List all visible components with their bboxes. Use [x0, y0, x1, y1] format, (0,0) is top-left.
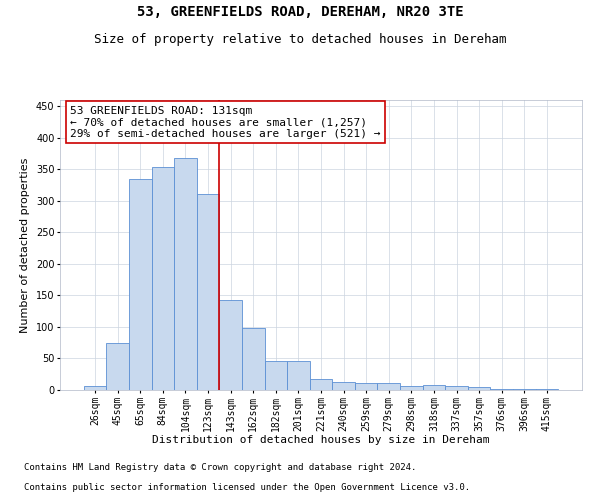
Bar: [242, 328, 265, 390]
Y-axis label: Number of detached properties: Number of detached properties: [20, 158, 30, 332]
Bar: [445, 386, 468, 390]
Text: Contains public sector information licensed under the Open Government Licence v3: Contains public sector information licen…: [24, 484, 470, 492]
Bar: [400, 386, 422, 390]
Bar: [129, 179, 152, 390]
Bar: [106, 342, 129, 390]
Bar: [310, 378, 332, 390]
Bar: [468, 388, 490, 390]
Bar: [220, 300, 242, 390]
Bar: [287, 361, 310, 390]
Bar: [536, 388, 558, 390]
Text: Distribution of detached houses by size in Dereham: Distribution of detached houses by size …: [152, 435, 490, 445]
Bar: [332, 382, 355, 390]
Bar: [265, 361, 287, 390]
Bar: [422, 385, 445, 390]
Bar: [490, 388, 513, 390]
Bar: [174, 158, 197, 390]
Bar: [355, 383, 377, 390]
Text: 53 GREENFIELDS ROAD: 131sqm
← 70% of detached houses are smaller (1,257)
29% of : 53 GREENFIELDS ROAD: 131sqm ← 70% of det…: [70, 106, 381, 139]
Bar: [197, 194, 220, 390]
Text: Contains HM Land Registry data © Crown copyright and database right 2024.: Contains HM Land Registry data © Crown c…: [24, 464, 416, 472]
Bar: [377, 383, 400, 390]
Text: 53, GREENFIELDS ROAD, DEREHAM, NR20 3TE: 53, GREENFIELDS ROAD, DEREHAM, NR20 3TE: [137, 5, 463, 19]
Text: Size of property relative to detached houses in Dereham: Size of property relative to detached ho…: [94, 32, 506, 46]
Bar: [84, 386, 106, 390]
Bar: [152, 168, 174, 390]
